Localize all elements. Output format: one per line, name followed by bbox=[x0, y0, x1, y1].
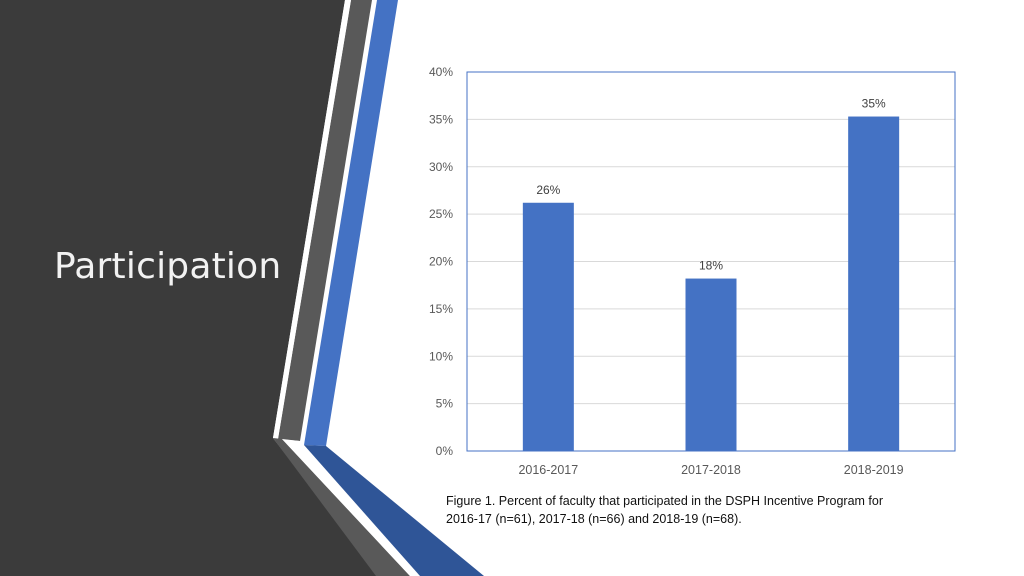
plot-area-border bbox=[466, 71, 956, 452]
grey-stripe bbox=[278, 0, 372, 441]
figure-caption: Figure 1. Percent of faculty that partic… bbox=[446, 492, 966, 528]
y-tick-label: 0% bbox=[436, 444, 454, 458]
bar bbox=[848, 116, 900, 451]
y-tick-label: 10% bbox=[429, 349, 453, 363]
y-tick-label: 15% bbox=[429, 302, 453, 316]
bar bbox=[685, 278, 737, 451]
data-label: 26% bbox=[536, 183, 560, 197]
x-tick-label: 2018-2019 bbox=[844, 463, 904, 477]
slide-title: Participation bbox=[54, 246, 282, 287]
x-axis-ticks: 2016-2017 2017-2018 2018-2019 bbox=[518, 463, 903, 477]
y-tick-label: 30% bbox=[429, 160, 453, 174]
y-tick-label: 5% bbox=[436, 397, 454, 411]
y-tick-label: 20% bbox=[429, 255, 453, 269]
y-tick-label: 35% bbox=[429, 112, 453, 126]
data-labels: 26% 18% 35% bbox=[536, 97, 886, 273]
y-tick-label: 40% bbox=[429, 65, 453, 79]
dark-side-panel bbox=[0, 0, 380, 576]
caption-line-2: 2016-17 (n=61), 2017-18 (n=66) and 2018-… bbox=[446, 512, 742, 526]
bars bbox=[522, 116, 900, 451]
x-tick-label: 2017-2018 bbox=[681, 463, 741, 477]
y-axis-ticks: 0% 5% 10% 15% 20% 25% 30% 35% 40% bbox=[429, 65, 453, 458]
dark-chevron bbox=[273, 438, 410, 576]
data-label: 18% bbox=[699, 259, 723, 273]
blue-chevron bbox=[304, 445, 484, 576]
data-label: 35% bbox=[862, 97, 886, 111]
y-tick-label: 25% bbox=[429, 207, 453, 221]
white-stripe-edge bbox=[273, 0, 351, 439]
x-tick-label: 2016-2017 bbox=[518, 463, 578, 477]
blue-stripe bbox=[304, 0, 398, 446]
bar bbox=[522, 202, 574, 451]
caption-line-1: Figure 1. Percent of faculty that partic… bbox=[446, 494, 884, 508]
